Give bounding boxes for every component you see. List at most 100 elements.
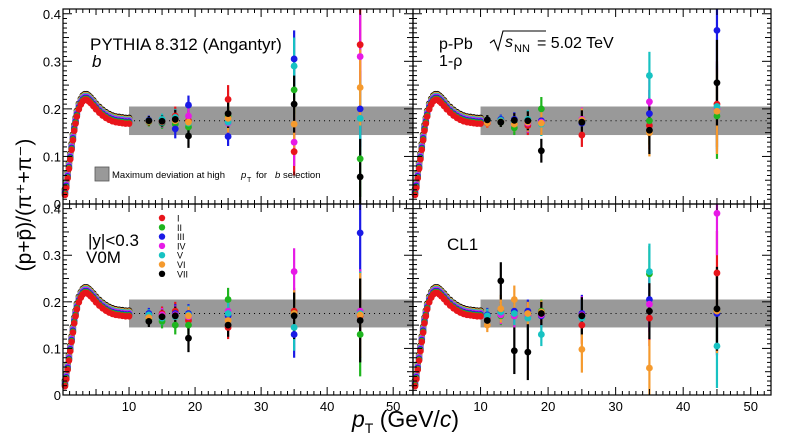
point-V0M-VII <box>290 312 298 320</box>
sqrt-sign <box>489 30 546 52</box>
x-tick-label: 10 <box>122 399 136 414</box>
y-tick-label: 0 <box>54 197 61 212</box>
point-CL1-I-low <box>418 338 426 346</box>
point-CL1-I-low <box>419 329 427 336</box>
point-b-VII <box>356 173 364 181</box>
point-CL1-VII <box>510 347 518 355</box>
point-CL1-VI <box>497 305 505 313</box>
point-b-I <box>356 41 364 49</box>
point-1-rho-II <box>646 117 653 125</box>
point-CL1-VII <box>646 307 653 315</box>
point-b-I <box>224 95 232 103</box>
point-V0M-II <box>171 321 179 329</box>
energy-sub: NN <box>514 43 530 55</box>
point-CL1-V <box>713 342 721 350</box>
x-tick-label: 40 <box>320 399 334 414</box>
point-1-rho-VII <box>510 116 518 124</box>
point-V0M-II <box>185 321 192 329</box>
point-V0M-III <box>356 229 364 237</box>
point-1-rho-II <box>713 112 721 120</box>
y-tick-label: 0 <box>54 388 61 403</box>
point-V0M-I-low <box>65 357 73 364</box>
point-1-rho-IV <box>646 98 653 106</box>
legend-band-pt: p <box>240 170 246 181</box>
x-tick-label: 50 <box>744 399 758 414</box>
point-V0M-VII <box>145 317 153 325</box>
point-1-rho-I-low <box>417 155 424 163</box>
point-b-VII <box>290 100 298 108</box>
point-b-III <box>171 125 179 133</box>
point-V0M-I-low <box>69 329 77 336</box>
legend-label-VII: VII <box>177 269 188 279</box>
point-1-rho-VII <box>497 118 505 126</box>
point-CL1-IV <box>713 209 721 217</box>
panel-label-system: p-Pb <box>439 36 473 53</box>
deviation-band <box>129 299 414 328</box>
point-CL1-I <box>646 314 653 322</box>
x-tick-label: 30 <box>608 399 622 414</box>
point-b-VII <box>171 115 179 123</box>
point-b-I-low <box>72 120 79 127</box>
point-CL1-VI <box>646 364 653 372</box>
point-V0M-I-low <box>125 312 133 320</box>
x-tick-label: 30 <box>254 399 268 414</box>
point-V0M-I-low <box>68 338 75 346</box>
point-V0M-III <box>290 331 298 338</box>
energy-s: s <box>505 34 513 51</box>
point-V0M-IV <box>290 268 298 275</box>
point-V0M-II <box>356 331 364 338</box>
legend-marker-VII <box>158 270 166 277</box>
point-CL1-V <box>483 312 491 320</box>
y-tick-label: 0.3 <box>43 248 61 263</box>
panel-label-rapidity: |y|<0.3 <box>88 231 139 250</box>
point-1-rho-I-low <box>422 120 430 127</box>
point-V0M-VII <box>356 317 364 324</box>
point-b-VI <box>185 118 192 126</box>
point-CL1-I-low <box>415 357 423 364</box>
legend-label-IV: IV <box>177 241 186 251</box>
point-1-rho-I-low <box>477 120 484 127</box>
point-b-I-low <box>125 120 133 127</box>
point-b-V <box>356 114 364 122</box>
point-V0M-II <box>224 296 232 303</box>
point-b-VII <box>158 117 166 125</box>
point-b-VI <box>356 84 364 91</box>
point-CL1-VII <box>537 310 545 317</box>
point-1-rho-I <box>646 122 653 129</box>
point-b-I-low <box>70 127 78 135</box>
y-tick-label: 0.1 <box>43 341 61 356</box>
point-CL1-V <box>537 331 545 338</box>
point-1-rho-VII <box>483 116 491 124</box>
legend-marker-V <box>158 252 166 259</box>
point-V0M-VII <box>224 321 232 329</box>
point-V0M-VI <box>185 312 192 320</box>
panel-label-selection: V0M <box>86 248 121 267</box>
y-tick-label: 0.1 <box>43 149 61 164</box>
y-axis-label: (p+p̄)/(π⁺+π⁻) <box>13 139 36 272</box>
point-1-rho-I-low <box>418 146 426 154</box>
point-CL1-VII <box>524 348 532 356</box>
point-CL1-VI <box>510 296 518 303</box>
point-b-II <box>356 155 364 163</box>
point-b-III <box>224 133 232 140</box>
panel-label-selection: CL1 <box>447 235 478 254</box>
panel-CL1: 10 20 30 40 50 CL1 <box>411 203 772 414</box>
y-tick-label: 0.2 <box>43 295 61 310</box>
legend-band-pt-sub: T <box>247 177 252 184</box>
point-CL1-V <box>510 310 518 317</box>
point-b-VII <box>185 132 192 140</box>
legend-marker-II <box>158 224 166 231</box>
point-1-rho-VI <box>713 107 721 115</box>
point-1-rho-I-low <box>423 113 431 120</box>
point-b-III <box>290 55 298 63</box>
y-tick-label: 0.2 <box>43 102 61 117</box>
point-CL1-VII <box>578 312 586 320</box>
point-b-VII <box>224 110 232 118</box>
point-CL1-VII <box>483 317 491 324</box>
point-CL1-VII <box>497 277 505 285</box>
point-V0M-VI <box>224 317 232 324</box>
point-1-rho-VII <box>537 147 545 155</box>
point-CL1-IV <box>646 300 653 308</box>
point-V0M-VII <box>158 313 166 321</box>
